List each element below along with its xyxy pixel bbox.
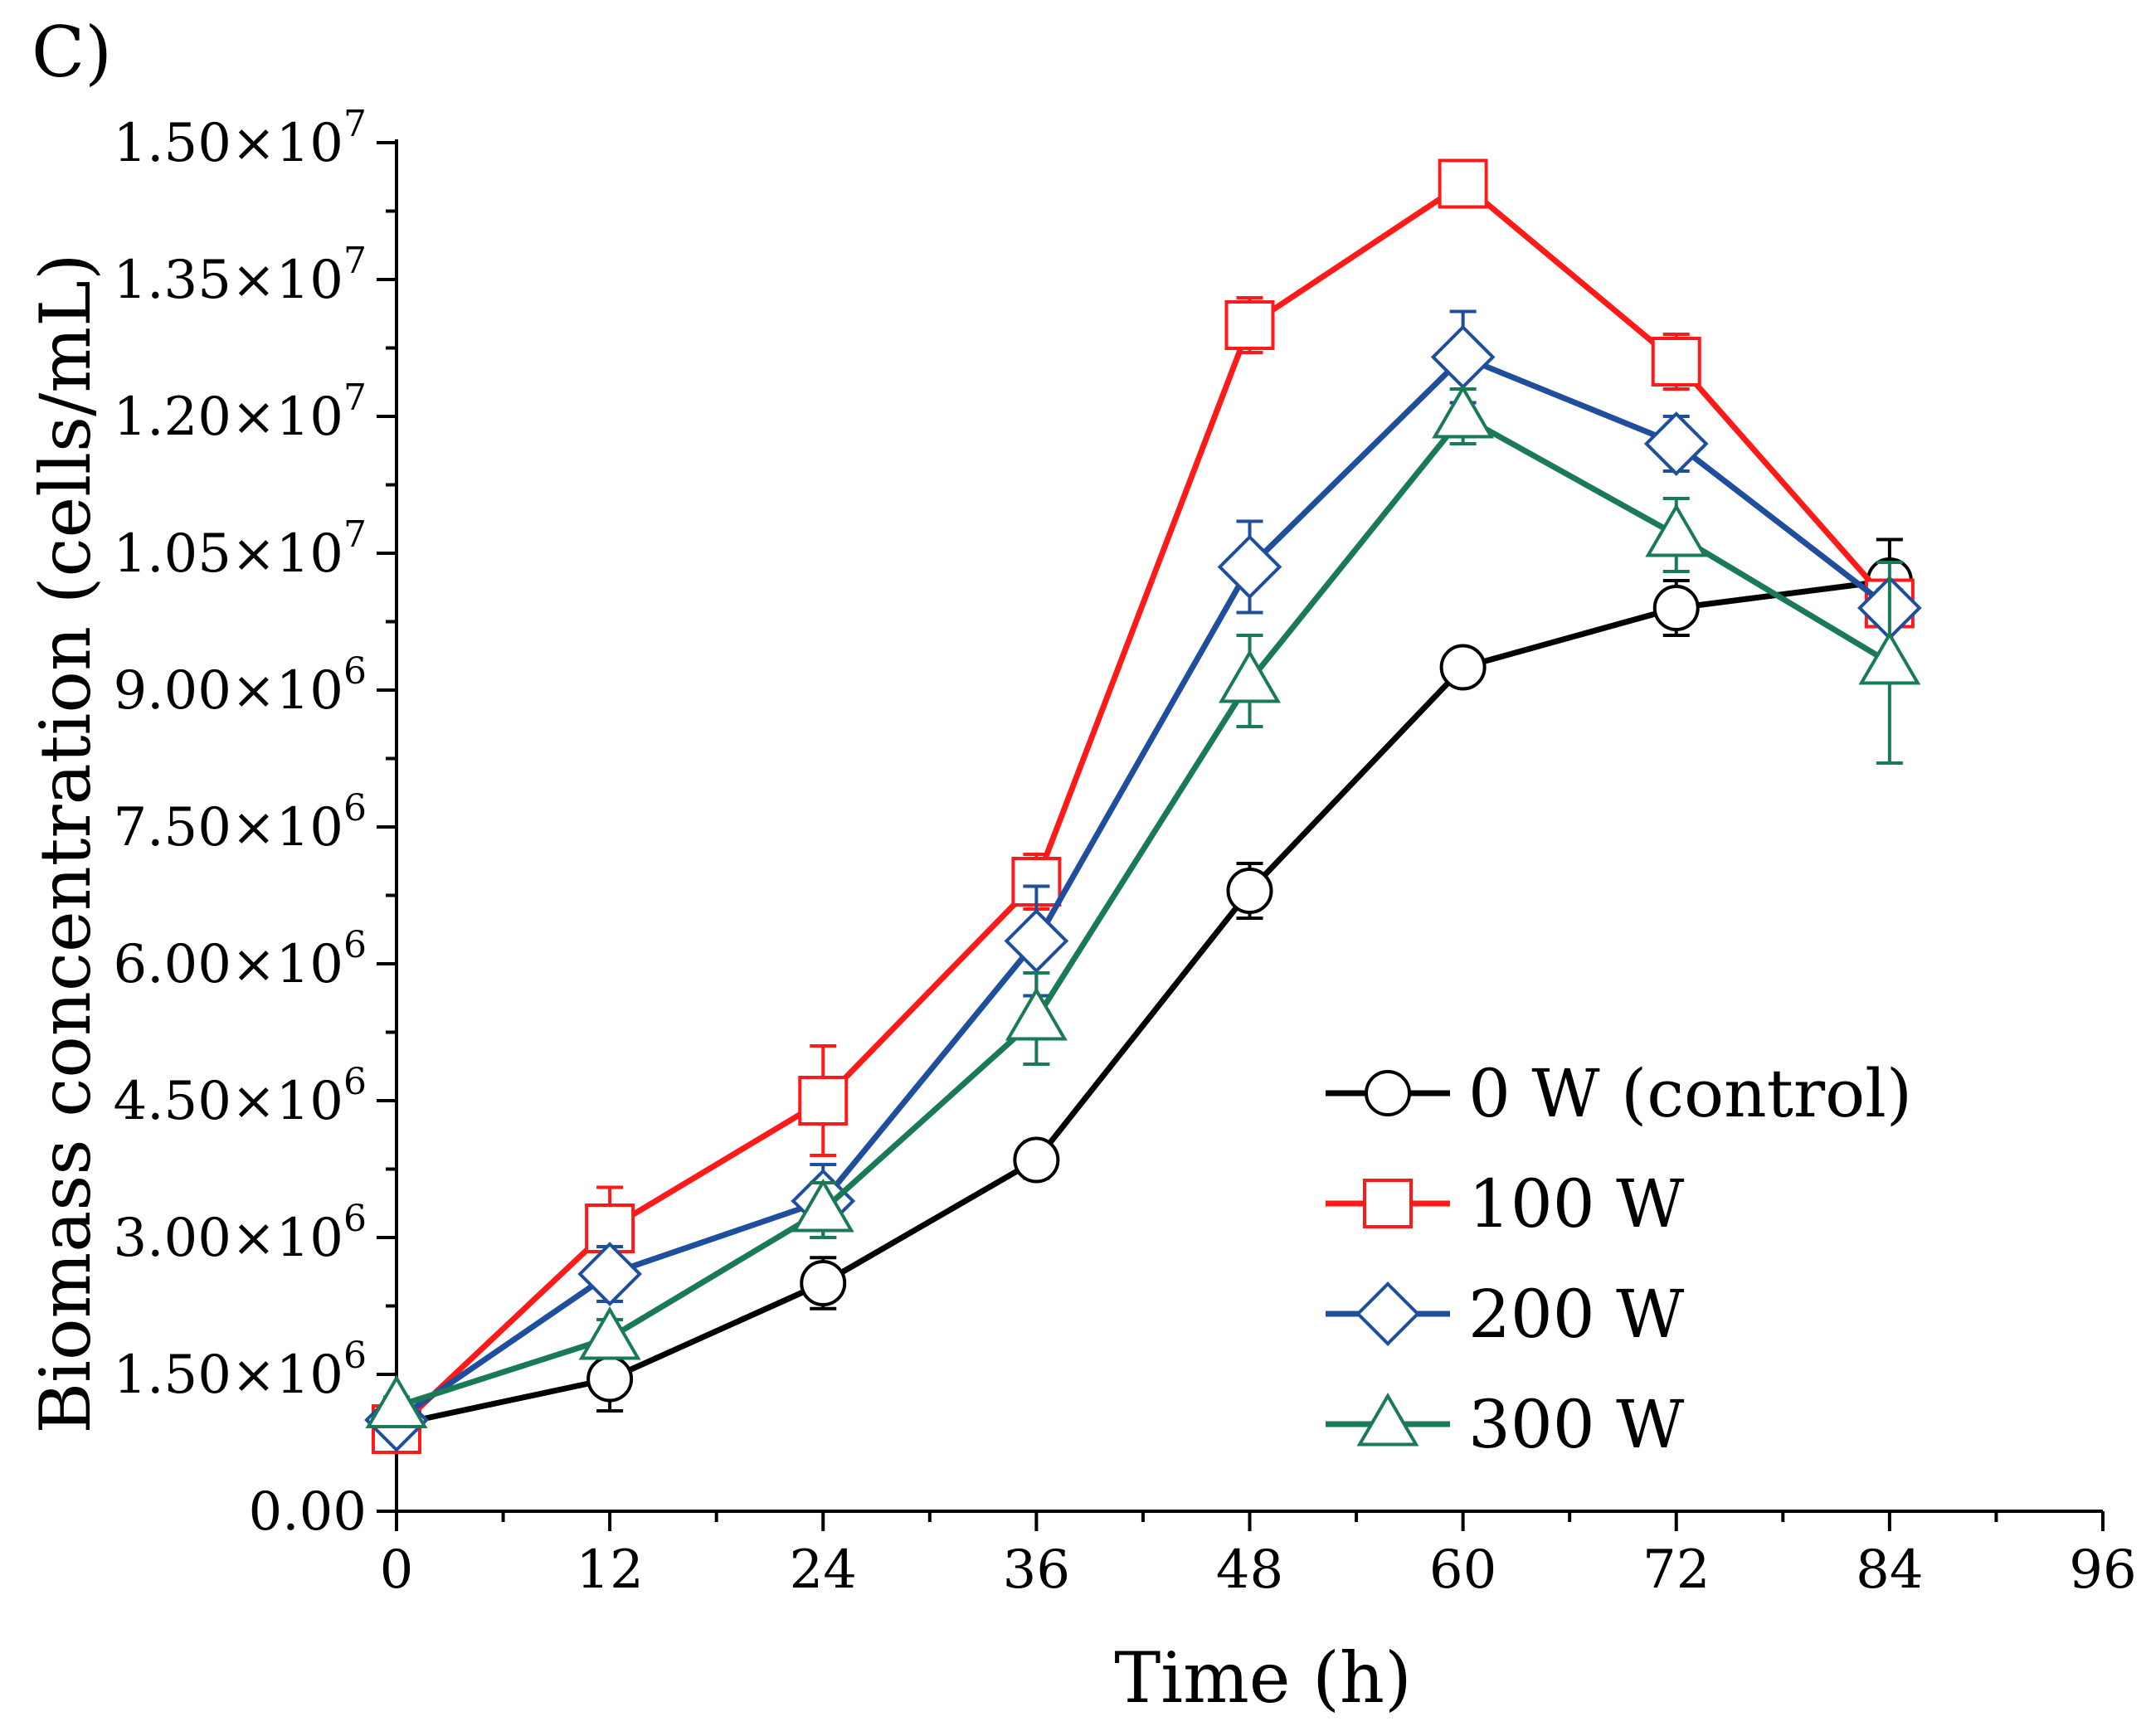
y-tick-label: 7.50×106	[113, 787, 367, 858]
x-tick-label: 48	[1216, 1539, 1283, 1601]
data-point-square	[1651, 337, 1701, 387]
legend-label: 0 W (control)	[1468, 1055, 1912, 1132]
legend-label: 200 W	[1468, 1276, 1684, 1353]
data-point-diamond	[577, 1242, 642, 1306]
data-point-square	[798, 1076, 849, 1126]
legend-label: 100 W	[1468, 1165, 1684, 1242]
legend-marker-circle	[1365, 1070, 1411, 1116]
data-point-triangle	[1858, 631, 1921, 685]
series-diamond	[364, 309, 1922, 1452]
data-point-circle	[1652, 585, 1700, 631]
series-line	[394, 181, 1892, 1432]
data-point-square	[1224, 300, 1275, 350]
legend-item: 200 W	[1326, 1276, 1684, 1353]
series-line	[395, 413, 1891, 1409]
data-point-diamond	[1217, 534, 1282, 600]
data-point-triangle	[1645, 503, 1708, 557]
series-line	[396, 577, 1891, 1427]
data-point-circle	[800, 1260, 847, 1306]
data-point-diamond	[1004, 908, 1069, 974]
y-tick-label: 1.20×107	[113, 377, 367, 448]
data-point-diamond	[1643, 411, 1709, 476]
data-point-circle	[586, 1355, 634, 1403]
x-tick-label: 96	[2069, 1539, 2136, 1601]
data-point-triangle	[791, 1179, 854, 1233]
x-tick-label: 0	[380, 1539, 414, 1601]
data-point-triangle	[1219, 649, 1281, 703]
legend-item: 0 W (control)	[1326, 1055, 1912, 1132]
x-tick-label: 24	[790, 1539, 857, 1601]
data-point-circle	[1439, 644, 1487, 691]
series-line	[395, 354, 1892, 1422]
y-tick-label: 1.35×107	[113, 240, 367, 311]
x-tick-label: 12	[576, 1539, 643, 1601]
data-point-triangle	[365, 1374, 428, 1428]
y-tick-label: 0.00	[249, 1481, 367, 1543]
x-tick-label: 72	[1642, 1539, 1710, 1601]
data-point-triangle	[1005, 987, 1068, 1041]
y-axis-title: Biomass concentration (cells/mL)	[25, 253, 106, 1433]
y-tick-label: 1.05×107	[113, 513, 367, 585]
x-tick-label: 60	[1429, 1539, 1496, 1601]
legend-item: 300 W	[1326, 1386, 1684, 1463]
y-tick-label: 9.00×106	[113, 650, 367, 722]
legend: 0 W (control) 100 W 200 W 300 W	[1326, 1055, 1912, 1463]
data-point-circle	[1013, 1136, 1060, 1184]
data-point-square	[1438, 158, 1488, 209]
data-point-circle	[1226, 868, 1273, 914]
data-point-triangle	[1432, 385, 1495, 439]
panel-label: C)	[32, 12, 112, 93]
x-axis-title: Time (h)	[1114, 1637, 1412, 1719]
y-tick-label: 1.50×106	[113, 1335, 367, 1406]
y-tick-label: 3.00×106	[113, 1198, 367, 1269]
legend-marker-triangle	[1356, 1393, 1419, 1447]
legend-marker-square	[1363, 1179, 1413, 1228]
y-tick-label: 1.50×107	[113, 103, 367, 174]
x-tick-label: 36	[1003, 1539, 1070, 1601]
legend-item: 100 W	[1326, 1165, 1684, 1242]
y-tick-label: 4.50×106	[113, 1061, 367, 1132]
y-tick-label: 6.00×106	[113, 924, 367, 995]
series-triangle	[365, 385, 1921, 1428]
series-layer	[364, 158, 1922, 1454]
x-tick-label: 84	[1856, 1539, 1923, 1601]
axes-layer: 0 12 24 36 48 60 72 84 96 0.00 1.50×106 3.00×106 4.5…	[113, 103, 2136, 1601]
legend-label: 300 W	[1468, 1386, 1684, 1463]
legend-marker-diamond	[1355, 1281, 1420, 1346]
data-point-triangle	[578, 1306, 641, 1360]
